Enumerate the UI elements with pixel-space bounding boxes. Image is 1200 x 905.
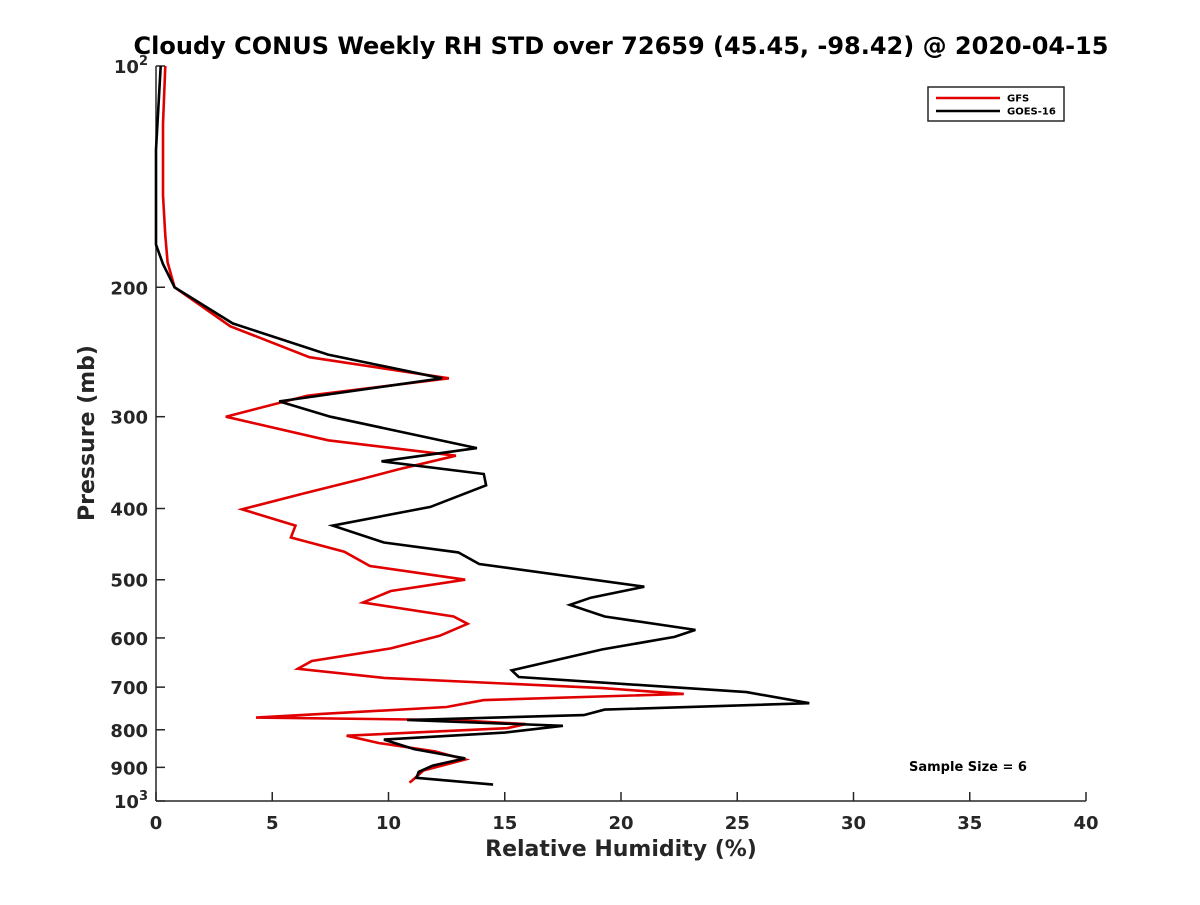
y-axis-label: Pressure (mb) [75, 345, 100, 521]
y-tick-label: 700 [110, 678, 148, 699]
x-tick-label: 5 [266, 813, 279, 834]
x-tick-label: 30 [841, 813, 866, 834]
y-tick-label: 300 [110, 408, 148, 429]
y-tick-label: 400 [110, 500, 148, 521]
y-tick-exponent: 3 [139, 789, 148, 804]
x-tick-label: 40 [1073, 813, 1098, 834]
series-layer [154, 65, 810, 786]
legend-box [927, 86, 1065, 122]
y-tick-base: 300 [110, 408, 148, 429]
x-tick-label: 15 [492, 813, 517, 834]
legend: GFS GOES-16 [927, 86, 1065, 122]
series-line-goes-16 [154, 65, 810, 786]
x-axis-ticks: 0 5 10 15 20 25 30 35 40 [150, 792, 1099, 834]
y-tick-exponent: 2 [139, 54, 148, 69]
x-axis-label: Relative Humidity (%) [485, 837, 757, 862]
x-tick-label: 25 [725, 813, 750, 834]
sample-size-annotation: Sample Size = 6 [909, 760, 1027, 775]
y-tick-label: 102 [114, 54, 148, 78]
y-tick-base: 10 [114, 792, 139, 813]
x-tick-label: 20 [608, 813, 633, 834]
y-tick-base: 700 [110, 678, 148, 699]
series-line-gfs [161, 65, 684, 784]
y-tick-base: 400 [110, 500, 148, 521]
legend-label-goes-16: GOES-16 [1007, 107, 1056, 118]
y-tick-label: 200 [110, 278, 148, 299]
y-tick-label: 900 [110, 758, 148, 779]
legend-label-gfs: GFS [1007, 94, 1029, 105]
y-tick-label: 800 [110, 721, 148, 742]
y-tick-base: 800 [110, 721, 148, 742]
y-tick-base: 10 [114, 57, 139, 78]
x-tick-label: 0 [150, 813, 163, 834]
x-tick-label: 10 [376, 813, 401, 834]
y-tick-base: 500 [110, 571, 148, 592]
y-tick-label: 600 [110, 629, 148, 650]
y-tick-base: 600 [110, 629, 148, 650]
chart-title: Cloudy CONUS Weekly RH STD over 72659 (4… [134, 32, 1109, 60]
y-tick-base: 200 [110, 278, 148, 299]
y-tick-label: 103 [114, 789, 148, 813]
y-tick-base: 900 [110, 758, 148, 779]
y-tick-label: 500 [110, 571, 148, 592]
x-tick-label: 35 [957, 813, 982, 834]
